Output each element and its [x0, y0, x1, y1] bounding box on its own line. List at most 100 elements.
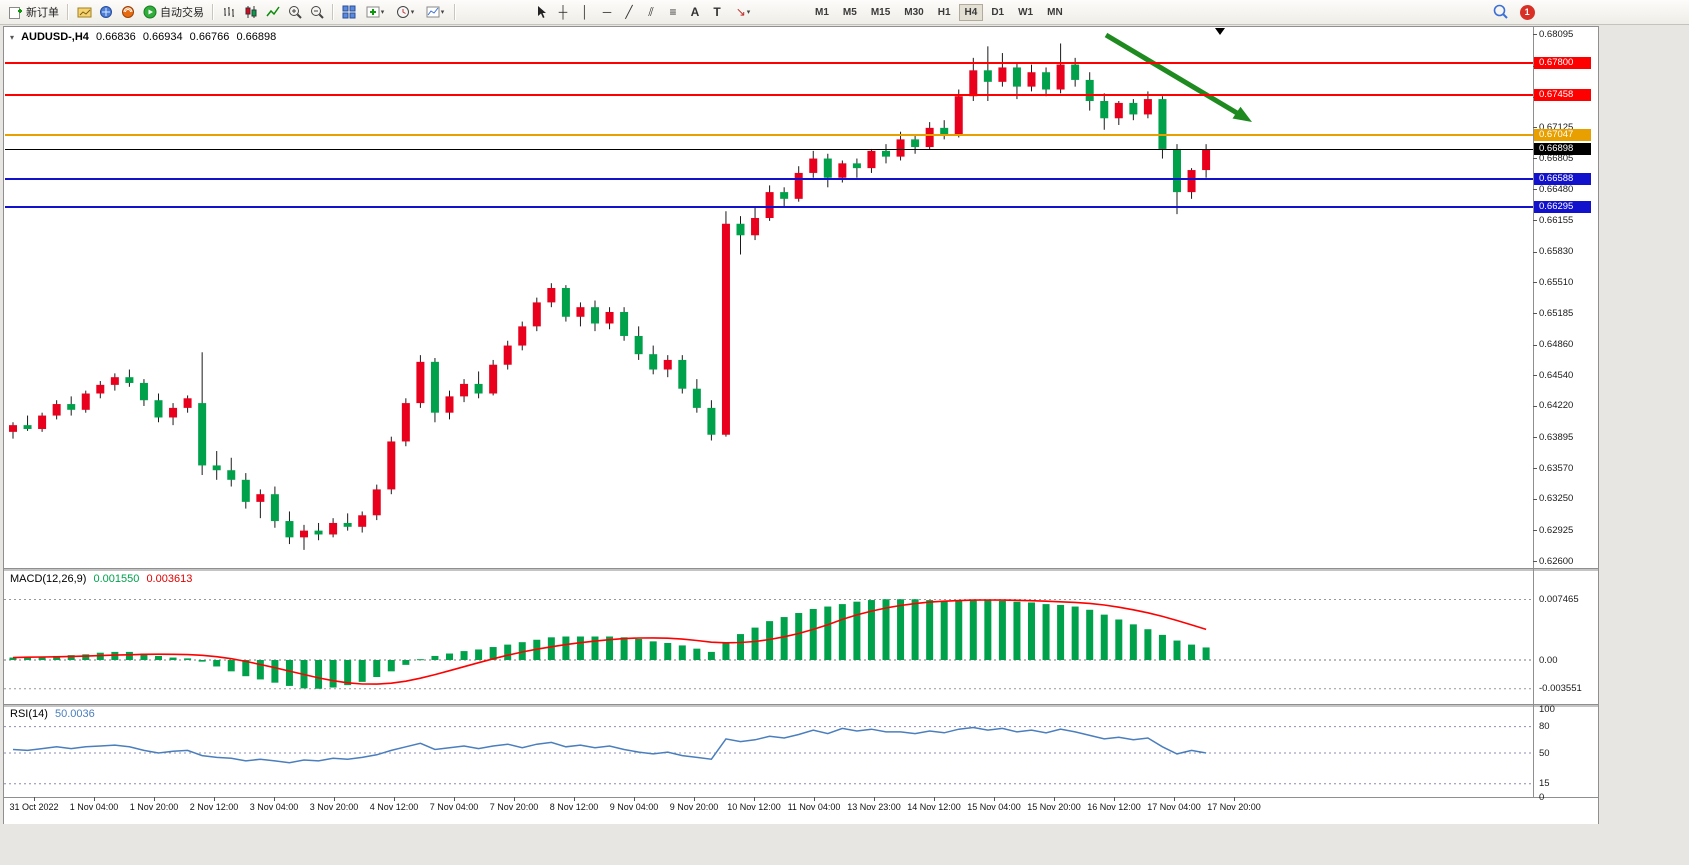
candle[interactable]	[969, 57, 978, 102]
candle[interactable]	[532, 297, 541, 332]
timeframe-button-W1[interactable]: W1	[1018, 6, 1034, 18]
timeframe-button-M30[interactable]: M30	[904, 6, 924, 18]
candle[interactable]	[1027, 64, 1036, 92]
candle[interactable]	[212, 451, 221, 480]
timeframe-button-H4[interactable]: H4	[958, 3, 984, 21]
candle[interactable]	[1100, 93, 1109, 130]
signals-button[interactable]	[117, 2, 139, 22]
candle[interactable]	[518, 321, 527, 351]
timeframe-button-H1[interactable]: H1	[937, 6, 951, 18]
candle[interactable]	[663, 355, 672, 378]
text-label-button[interactable]: T	[713, 5, 721, 19]
main-chart-panel[interactable]: ▾ AUDUSD-,H4 0.66836 0.66934 0.66766 0.6…	[4, 27, 1598, 568]
text-button[interactable]: A	[690, 5, 700, 19]
candle[interactable]	[241, 473, 250, 509]
candlestick-chart-button[interactable]	[240, 2, 262, 22]
candle[interactable]	[736, 216, 745, 255]
candle[interactable]	[372, 484, 381, 521]
notification-badge[interactable]: 1	[1519, 4, 1535, 20]
price-level-line[interactable]	[5, 177, 1533, 180]
candle[interactable]	[401, 398, 410, 447]
candle[interactable]	[1187, 168, 1196, 199]
candle[interactable]	[67, 396, 76, 416]
candle[interactable]	[445, 390, 454, 420]
indicators-button[interactable]: ▾	[360, 2, 390, 22]
candle[interactable]	[198, 352, 207, 476]
panel-splitter[interactable]	[4, 568, 1598, 571]
candle[interactable]	[430, 358, 439, 423]
candle[interactable]	[169, 403, 178, 426]
market-watch-button[interactable]	[95, 2, 117, 22]
candle[interactable]	[125, 369, 134, 387]
candle[interactable]	[1012, 62, 1021, 100]
rsi-chart[interactable]	[4, 706, 1598, 797]
one-click-trading-toggle[interactable]: ▾	[10, 33, 15, 42]
candle[interactable]	[954, 89, 963, 138]
candle[interactable]	[154, 393, 163, 423]
candle[interactable]	[1042, 67, 1051, 97]
candle[interactable]	[489, 359, 498, 396]
macd-panel[interactable]: MACD(12,26,9) 0.001550 0.003613	[4, 570, 1598, 704]
candle[interactable]	[329, 518, 338, 538]
candle[interactable]	[358, 511, 367, 533]
candle[interactable]	[591, 300, 599, 332]
candle[interactable]	[52, 400, 61, 420]
candle[interactable]	[721, 211, 730, 437]
candle[interactable]	[561, 285, 570, 322]
candle[interactable]	[605, 307, 614, 330]
candle[interactable]	[1129, 99, 1138, 121]
timeframe-button-M15[interactable]: M15	[870, 6, 891, 18]
candle[interactable]	[139, 379, 148, 406]
crosshair-button[interactable]: ┼	[558, 5, 568, 19]
chart-profiles-button[interactable]	[73, 2, 95, 22]
candle[interactable]	[416, 355, 425, 408]
candlestick-chart[interactable]	[4, 27, 1598, 568]
candle[interactable]	[692, 379, 701, 413]
channel-button[interactable]: ⫽	[648, 4, 654, 19]
auto-trading-button[interactable]: 自动交易	[139, 2, 208, 22]
fibonacci-button[interactable]: ≡	[669, 5, 677, 19]
candle[interactable]	[809, 150, 818, 178]
candle[interactable]	[1158, 96, 1167, 159]
candle[interactable]	[81, 390, 90, 413]
cursor-button[interactable]	[530, 2, 552, 22]
bar-chart-button[interactable]	[218, 2, 240, 22]
timeframe-button-D1[interactable]: D1	[991, 6, 1005, 18]
candle[interactable]	[707, 400, 716, 441]
candle[interactable]	[547, 283, 556, 308]
price-level-line[interactable]	[5, 61, 1533, 64]
candle[interactable]	[998, 53, 1007, 87]
candle[interactable]	[751, 206, 760, 241]
candle[interactable]	[474, 371, 483, 399]
candle[interactable]	[794, 166, 803, 202]
templates-button[interactable]: ▾	[420, 2, 450, 22]
timeframe-button-M5[interactable]: M5	[842, 6, 857, 18]
macd-chart[interactable]	[4, 570, 1598, 704]
candle[interactable]	[38, 412, 47, 432]
search-button[interactable]	[1490, 2, 1512, 22]
candle[interactable]	[1114, 101, 1123, 125]
candle[interactable]	[823, 153, 832, 188]
candle[interactable]	[852, 158, 861, 178]
time-axis[interactable]	[4, 797, 1598, 824]
price-level-line[interactable]	[5, 148, 1533, 150]
candle[interactable]	[1085, 72, 1094, 111]
trend-arrow-annotation[interactable]	[1104, 32, 1252, 122]
zoom-in-button[interactable]	[284, 2, 306, 22]
candle[interactable]	[678, 355, 687, 394]
candle[interactable]	[256, 489, 265, 519]
candle[interactable]	[780, 187, 789, 207]
vertical-line-button[interactable]: │	[581, 5, 589, 19]
candle[interactable]	[387, 436, 396, 495]
line-chart-button[interactable]	[262, 2, 284, 22]
candle[interactable]	[270, 486, 279, 528]
zoom-out-button[interactable]	[306, 2, 328, 22]
candle[interactable]	[940, 120, 949, 140]
chart-window[interactable]: ▾ AUDUSD-,H4 0.66836 0.66934 0.66766 0.6…	[3, 26, 1599, 824]
new-order-button[interactable]: 新订单	[4, 2, 63, 22]
trendline-button[interactable]: ╱	[625, 5, 633, 19]
candle[interactable]	[9, 422, 17, 439]
candle[interactable]	[576, 302, 585, 327]
candle[interactable]	[300, 524, 308, 550]
tile-windows-button[interactable]	[338, 2, 360, 22]
